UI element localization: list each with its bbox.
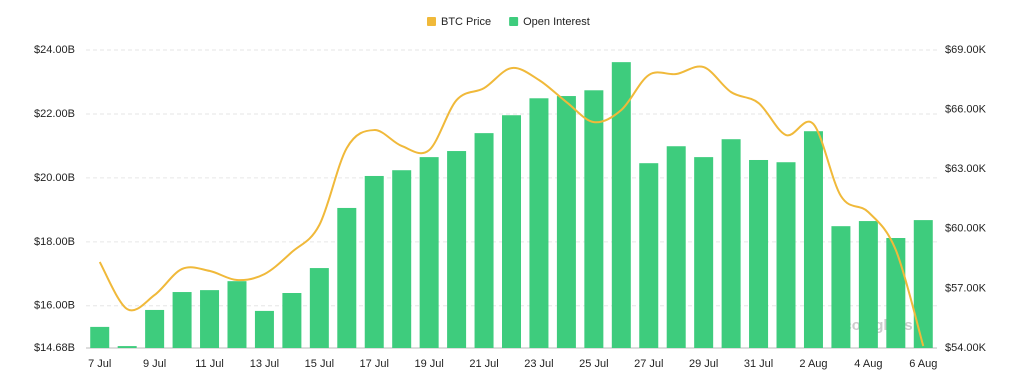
bar (749, 159, 769, 348)
y-tick-label: $20.00B (34, 172, 75, 184)
y2-tick-label: $57.00K (945, 282, 987, 294)
bar (364, 175, 384, 348)
bar (337, 207, 357, 348)
legend-swatch (427, 17, 436, 26)
bar (227, 281, 247, 348)
x-tick-label: 6 Aug (909, 358, 937, 370)
x-tick-label: 7 Jul (88, 358, 111, 370)
bar (419, 157, 439, 348)
y2-tick-label: $54.00K (945, 342, 987, 354)
x-tick-label: 31 Jul (744, 358, 773, 370)
bar (639, 163, 659, 348)
bar (913, 220, 933, 348)
x-tick-label: 23 Jul (524, 358, 553, 370)
price-line (98, 65, 925, 347)
bar (200, 290, 220, 348)
x-tick-label: 21 Jul (469, 358, 498, 370)
bar (858, 221, 878, 348)
bar (694, 157, 714, 348)
legend-swatch (509, 17, 519, 26)
y-tick-label: $16.00B (34, 300, 75, 312)
bar (803, 131, 823, 348)
y2-tick-label: $60.00K (945, 223, 987, 235)
x-tick-label: 15 Jul (305, 358, 334, 370)
bar (776, 162, 796, 348)
x-tick-label: 2 Aug (799, 358, 827, 370)
x-tick-label: 9 Jul (143, 358, 166, 370)
y2-tick-label: $69.00K (945, 44, 987, 56)
bar (392, 170, 412, 348)
bar (721, 139, 741, 348)
legend-label: BTC Price (441, 16, 491, 28)
bar (474, 133, 494, 348)
x-tick-label: 11 Jul (195, 358, 224, 370)
y2-tick-label: $66.00K (945, 104, 987, 116)
y-tick-label: $18.00B (34, 236, 75, 248)
bar (502, 115, 521, 348)
bar (447, 151, 467, 348)
bar (556, 96, 576, 349)
y-tick-label: $24.00B (34, 44, 75, 56)
bar (309, 268, 329, 348)
x-tick-label: 4 Aug (854, 358, 882, 370)
x-tick-label: 27 Jul (634, 358, 663, 370)
bar (886, 238, 906, 348)
bar (831, 226, 851, 348)
bar (254, 310, 274, 348)
legend-label: Open Interest (523, 16, 590, 28)
bar (611, 62, 631, 349)
x-tick-label: 19 Jul (414, 358, 443, 370)
bar (172, 292, 192, 348)
x-tick-label: 29 Jul (689, 358, 718, 370)
y-tick-label: $14.68B (34, 342, 75, 354)
bar (145, 309, 165, 348)
bar (666, 146, 686, 348)
bar (117, 346, 137, 348)
y-tick-label: $22.00B (34, 108, 75, 120)
x-tick-label: 17 Jul (360, 358, 389, 370)
bar (529, 98, 549, 348)
x-tick-label: 25 Jul (579, 358, 608, 370)
y2-tick-label: $63.00K (945, 163, 987, 175)
bar (584, 90, 604, 349)
x-tick-label: 13 Jul (250, 358, 279, 370)
bar (90, 326, 110, 348)
bar (282, 293, 302, 348)
